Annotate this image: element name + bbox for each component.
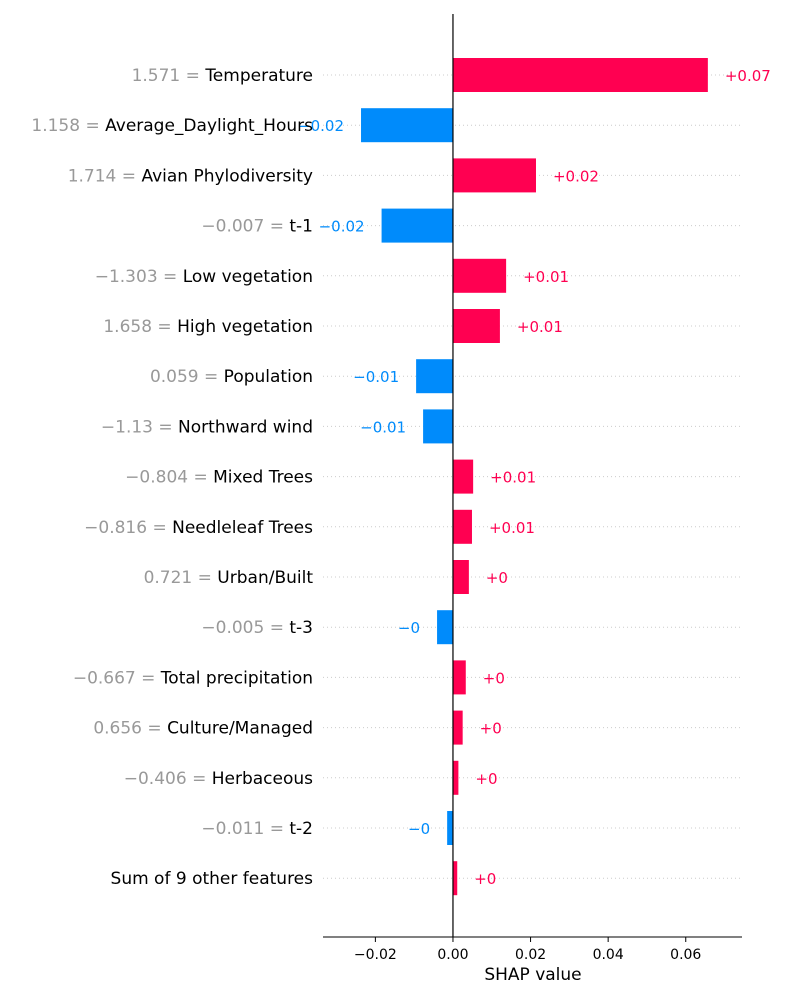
bar-value-label: +0.01 xyxy=(517,318,563,336)
feature-name: Sum of 9 other features xyxy=(111,869,314,889)
feature-name: t-2 xyxy=(289,819,313,839)
feature-value: −0.816 = xyxy=(84,518,172,538)
feature-label: −1.13 = Northward wind xyxy=(101,417,313,437)
bar xyxy=(452,58,708,92)
feature-name: Urban/Built xyxy=(217,568,313,588)
bar-value-label: +0.01 xyxy=(523,268,569,286)
x-tick-label: −0.02 xyxy=(354,947,397,963)
bar xyxy=(447,811,453,845)
bar-value-label: −0.02 xyxy=(298,117,344,135)
bar-value-label: +0.01 xyxy=(490,469,536,487)
feature-value: 1.658 = xyxy=(103,317,177,337)
bars xyxy=(361,58,708,896)
x-axis: −0.02 0.00 0.02 0.04 0.06 SHAP value xyxy=(323,936,742,985)
feature-label: −0.816 = Needleleaf Trees xyxy=(84,518,313,538)
feature-value: 0.721 = xyxy=(144,568,218,588)
feature-name: t-1 xyxy=(289,217,313,237)
feature-labels: 1.571 = Temperature 1.158 = Average_Dayli… xyxy=(31,66,313,889)
feature-label: −0.005 = t-3 xyxy=(201,618,313,638)
feature-name: Northward wind xyxy=(178,417,313,437)
feature-label: −0.007 = t-1 xyxy=(201,217,313,237)
feature-label: −0.011 = t-2 xyxy=(201,819,313,839)
feature-label: 0.656 = Culture/Managed xyxy=(93,719,313,739)
x-axis-label: SHAP value xyxy=(484,965,581,985)
bar-value-label: −0 xyxy=(398,619,420,637)
bar-value-labels: +0.07 −0.02 +0.02 −0.02 +0.01 +0.01 −0.01 −0.01… xyxy=(298,67,771,888)
bar xyxy=(381,208,453,243)
feature-name: t-3 xyxy=(289,618,313,638)
bar xyxy=(437,610,453,645)
bar-value-label: −0.02 xyxy=(319,218,365,236)
feature-value: −1.13 = xyxy=(101,417,178,437)
feature-name: Average_Daylight_Hours xyxy=(105,116,313,136)
feature-label: −0.667 = Total precipitation xyxy=(73,668,313,688)
feature-value: −0.667 = xyxy=(73,668,161,688)
x-tick-label: 0.04 xyxy=(593,947,624,963)
bar xyxy=(452,459,474,494)
feature-name: Needleleaf Trees xyxy=(172,518,313,538)
bar-value-label: −0.01 xyxy=(360,418,406,436)
bar xyxy=(452,258,507,293)
feature-label: 0.721 = Urban/Built xyxy=(144,568,314,588)
bar-value-label: +0 xyxy=(480,720,502,738)
bar xyxy=(452,309,500,343)
bar xyxy=(452,710,463,745)
bar xyxy=(452,660,466,695)
feature-value: −0.804 = xyxy=(125,468,213,488)
feature-label: 1.658 = High vegetation xyxy=(103,317,313,337)
x-tick-label: 0.02 xyxy=(515,947,546,963)
feature-name: Avian Phylodiversity xyxy=(141,166,313,186)
bar xyxy=(423,409,453,444)
bar-value-label: +0 xyxy=(475,770,497,788)
feature-value: 0.656 = xyxy=(93,719,167,739)
feature-name: Low vegetation xyxy=(183,267,313,287)
feature-name: High vegetation xyxy=(177,317,313,337)
feature-label: 0.059 = Population xyxy=(150,367,313,387)
bar xyxy=(452,560,469,594)
feature-label: 1.158 = Average_Daylight_Hours xyxy=(31,116,313,136)
feature-label: −0.406 = Herbaceous xyxy=(124,769,313,789)
bar-value-label: −0.01 xyxy=(353,368,399,386)
feature-label: 1.714 = Avian Phylodiversity xyxy=(68,166,313,186)
bar-value-label: +0.02 xyxy=(553,167,599,185)
bar-value-label: +0.01 xyxy=(489,519,535,537)
bar-value-label: +0 xyxy=(474,870,496,888)
feature-value: −0.005 = xyxy=(201,618,289,638)
feature-name: Herbaceous xyxy=(212,769,313,789)
feature-label: Sum of 9 other features xyxy=(111,869,314,889)
feature-value: −0.011 = xyxy=(201,819,289,839)
bar xyxy=(452,760,459,795)
feature-name: Temperature xyxy=(204,66,313,86)
x-tick-label: 0.06 xyxy=(670,947,701,963)
x-ticks: −0.02 0.00 0.02 0.04 0.06 xyxy=(354,937,701,963)
feature-value: −0.406 = xyxy=(124,769,212,789)
feature-name: Population xyxy=(224,367,313,387)
feature-label: −0.804 = Mixed Trees xyxy=(125,468,313,488)
feature-value: −0.007 = xyxy=(201,217,289,237)
feature-name: Mixed Trees xyxy=(213,468,313,488)
feature-value: 1.571 = xyxy=(132,66,206,86)
bar-value-label: −0 xyxy=(408,820,430,838)
bar xyxy=(361,108,453,143)
bar xyxy=(452,861,458,896)
bar xyxy=(452,158,536,193)
feature-name: Culture/Managed xyxy=(167,719,313,739)
feature-value: 1.714 = xyxy=(68,166,142,186)
bar xyxy=(416,359,453,394)
bar xyxy=(452,509,472,544)
x-tick-label: 0.00 xyxy=(437,947,468,963)
feature-name: Total precipitation xyxy=(160,668,313,688)
feature-label: −1.303 = Low vegetation xyxy=(95,267,313,287)
feature-value: 0.059 = xyxy=(150,367,224,387)
feature-value: 1.158 = xyxy=(31,116,105,136)
bar-value-label: +0.07 xyxy=(725,67,771,85)
bar-value-label: +0 xyxy=(483,669,505,687)
feature-label: 1.571 = Temperature xyxy=(132,66,313,86)
bar-value-label: +0 xyxy=(486,569,508,587)
feature-value: −1.303 = xyxy=(95,267,183,287)
